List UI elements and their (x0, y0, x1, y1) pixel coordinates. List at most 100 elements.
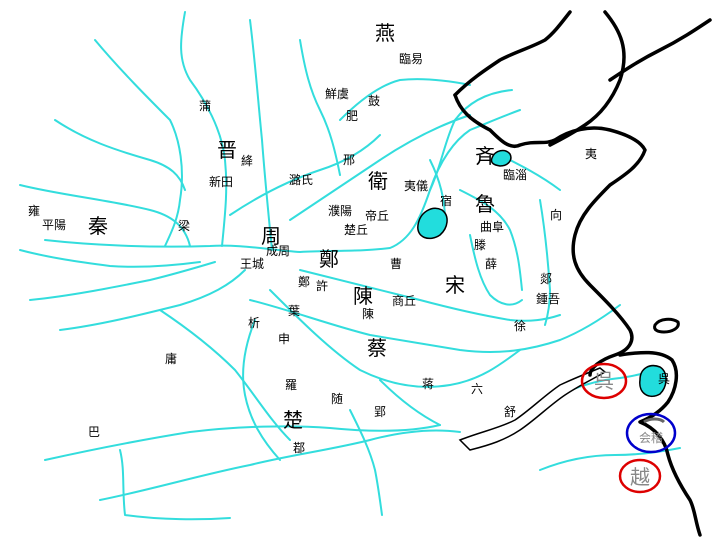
place-luo: 羅 (285, 378, 297, 392)
place-ying: 郢 (374, 405, 386, 419)
place-xiang: 向 (550, 207, 562, 222)
place-yi: 夷 (585, 146, 597, 161)
river-n8 (229, 134, 381, 216)
yellow-river (44, 109, 521, 253)
place-pingyang: 平陽 (42, 218, 66, 232)
place-sui: 随 (331, 391, 343, 406)
place-kuaiji: 会稽 (639, 430, 663, 445)
coast-korea (608, 18, 712, 82)
place-xue: 薛 (485, 257, 497, 271)
place-yong2: 庸 (165, 351, 177, 366)
lake-daye (417, 207, 448, 240)
place-jiang: 絳 (241, 154, 253, 168)
river-n1 (94, 39, 183, 247)
lake-bohai-inlet (490, 149, 512, 167)
place-yong: 雍 (28, 203, 40, 218)
river-e3 (539, 199, 551, 326)
kuaiji-highlight-circle (625, 412, 677, 454)
river-n3 (54, 119, 186, 191)
place-shen: 申 (278, 332, 290, 346)
state-wei: 衛 (368, 169, 388, 193)
place-teng: 滕 (474, 237, 486, 252)
state-labels: 燕 晋 秦 周 鄭 衛 斉 魯 宋 陳 蔡 楚 呉 越 (88, 21, 650, 489)
state-chu: 楚 (283, 408, 303, 432)
river-n5 (249, 19, 273, 251)
place-jiang2: 蒋 (422, 377, 434, 391)
river-n7 (289, 114, 471, 221)
lake-taihu (639, 364, 667, 398)
state-yan: 燕 (375, 21, 395, 45)
river-huai (249, 299, 621, 353)
state-wu: 呉 (594, 369, 614, 393)
place-pu: 蒲 (199, 99, 211, 113)
river-e2 (469, 234, 523, 306)
state-qin: 秦 (88, 214, 108, 238)
river-yangtze (44, 424, 441, 461)
river-w3 (59, 269, 246, 331)
place-shangqiu: 商丘 (392, 293, 416, 308)
state-zheng: 鄭 (319, 247, 339, 271)
place-gu: 鼓 (368, 94, 380, 108)
island-dongting (653, 317, 680, 334)
place-xianyu: 鮮虞 (325, 87, 349, 101)
yue-highlight-circle (618, 458, 662, 494)
state-cai: 蔡 (367, 336, 387, 360)
river-w1 (19, 249, 201, 268)
river-s1 (269, 289, 521, 388)
state-chen: 陳 (353, 284, 373, 308)
place-chuqiu: 楚丘 (344, 223, 368, 237)
state-yue: 越 (630, 465, 650, 489)
lake-kuaiji (643, 417, 666, 424)
place-xu: 徐 (514, 318, 526, 333)
river-yangtze-2 (99, 429, 461, 501)
place-liu: 六 (471, 382, 483, 396)
place-xintian: 新田 (209, 174, 233, 189)
lakes (417, 149, 680, 424)
river-n4 (19, 184, 191, 247)
river-han (159, 309, 291, 441)
coastline (453, 10, 712, 537)
wu-highlight-circle (580, 362, 628, 400)
coast-shandong (453, 93, 647, 377)
place-fei: 肥 (346, 109, 358, 123)
river-s4 (349, 409, 383, 516)
river-n6 (299, 39, 341, 176)
place-diqiu: 帝丘 (365, 208, 389, 223)
place-chengzhou: 成周 (266, 244, 290, 258)
place-ba: 巴 (88, 425, 100, 439)
place-tan: 郯 (540, 272, 552, 286)
river-s5 (379, 379, 441, 426)
place-shu: 舒 (504, 405, 516, 419)
place-chen-city: 陳 (362, 307, 374, 321)
place-puyang: 濮陽 (328, 203, 352, 218)
place-ruo: 鄀 (293, 441, 305, 455)
place-linzi: 臨淄 (503, 168, 527, 182)
river-s2 (299, 269, 561, 322)
place-wangcheng: 王城 (240, 257, 264, 271)
state-zhou: 周 (261, 224, 281, 248)
river-sw (119, 449, 231, 521)
place-yiyi: 夷儀 (404, 178, 428, 193)
coast-bohai-north (453, 10, 572, 97)
state-jin: 晋 (217, 138, 237, 162)
yangtze-estuary (458, 367, 607, 451)
place-cao: 曹 (390, 257, 402, 271)
place-luoshi: 潞氏 (289, 172, 313, 187)
river-n2 (180, 11, 228, 247)
place-labels: 臨易 鮮虞 鼓 肥 蒲 絳 新田 潞氏 邢 梁 濮陽 帝丘 楚丘 雍 平陽 成周… (28, 52, 670, 455)
place-wu-city: 呉 (658, 372, 670, 386)
coast-liaodong (548, 10, 626, 147)
highlight-circles (580, 362, 677, 494)
place-xi: 析 (248, 316, 260, 330)
place-su: 宿 (440, 193, 452, 208)
river-w2 (29, 261, 216, 301)
place-xu2: 許 (316, 279, 328, 293)
state-song: 宋 (445, 273, 465, 297)
river-hai (339, 78, 471, 121)
state-qi: 斉 (475, 144, 495, 168)
place-zheng-city: 鄭 (298, 274, 310, 289)
place-ye: 葉 (288, 304, 300, 318)
river-e1 (459, 189, 523, 291)
